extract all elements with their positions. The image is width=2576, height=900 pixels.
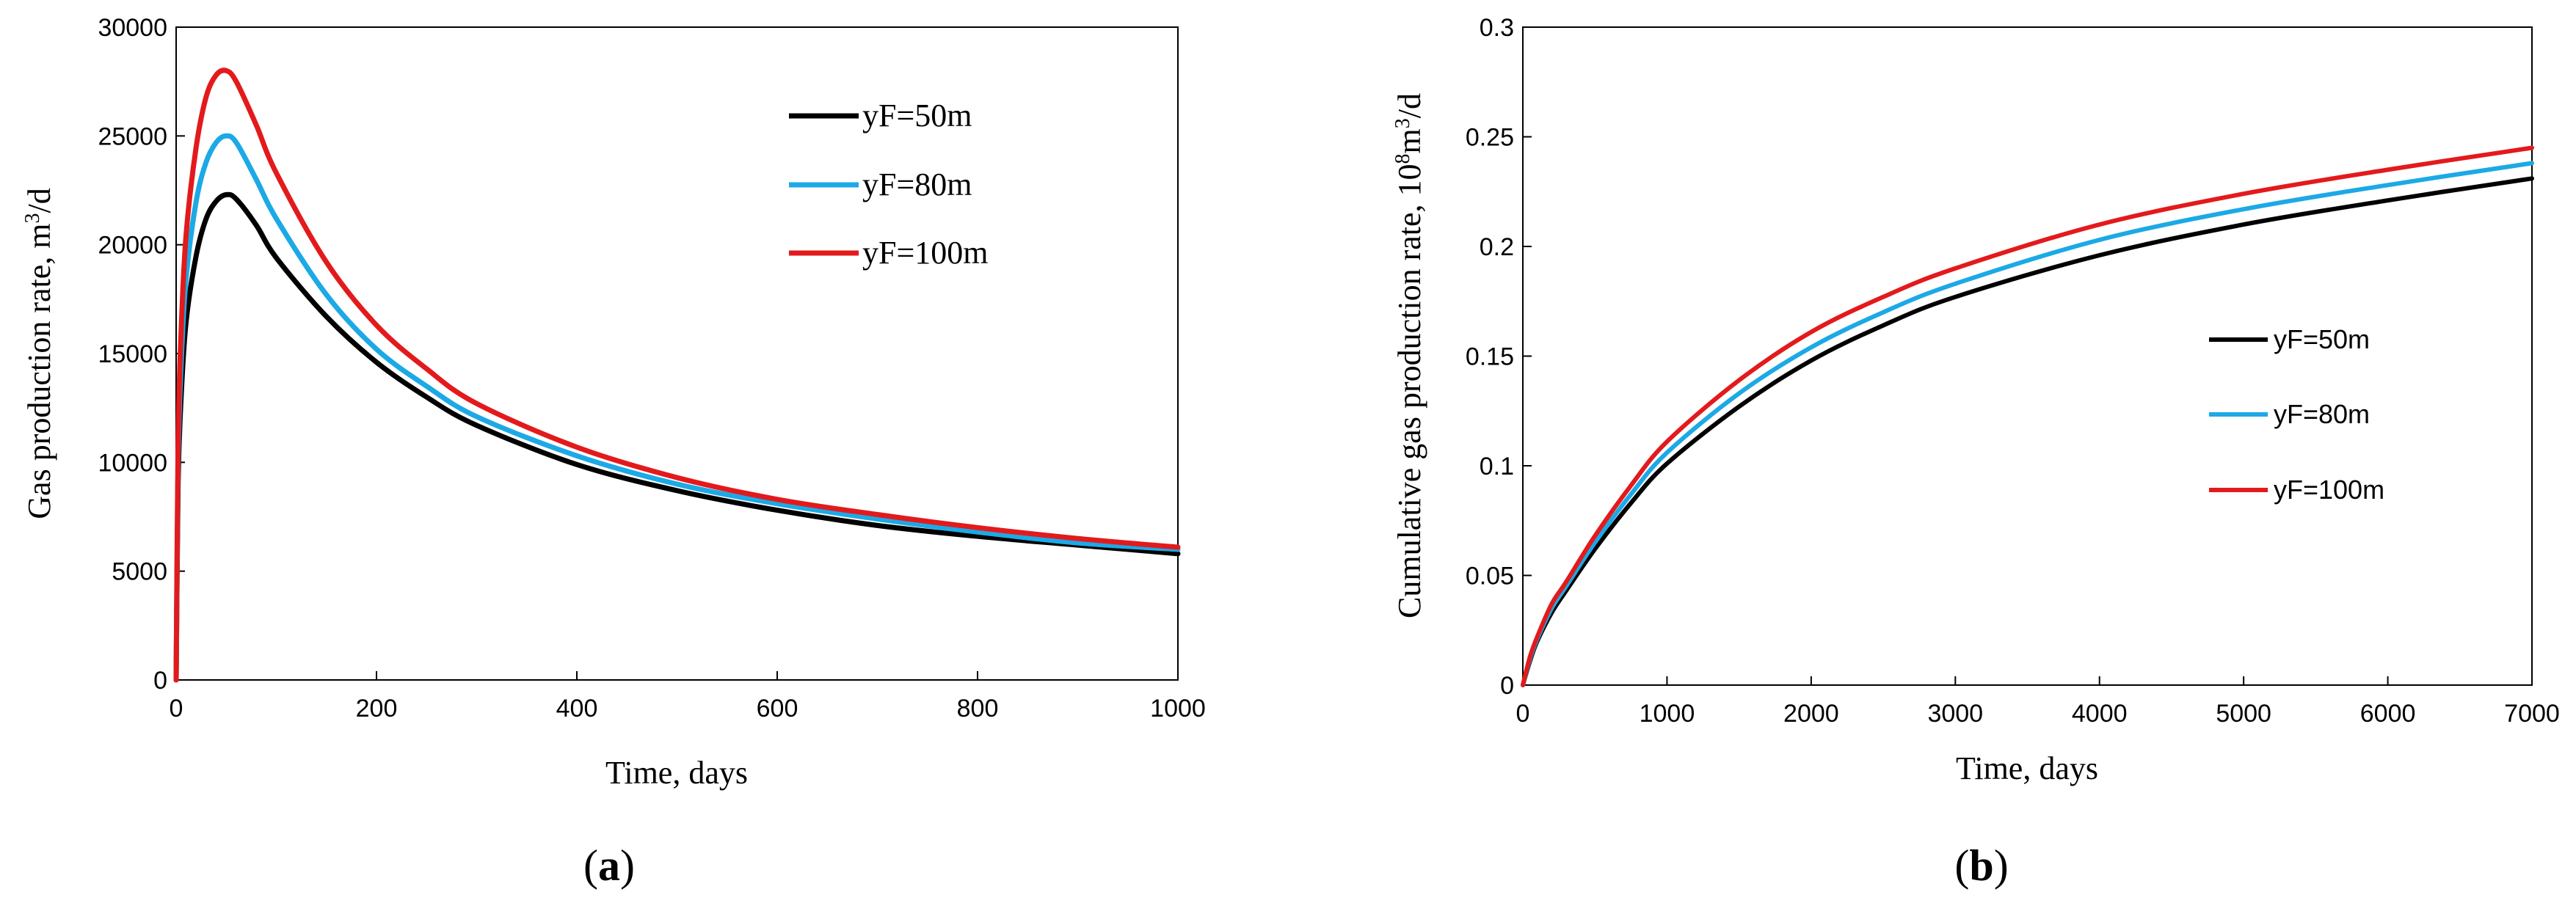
panel-b-series-line-yf100m [1521, 145, 2534, 687]
panel-a-y-tick-label: 20000 [98, 232, 167, 260]
panel-b-x-tick-label: 7000 [2504, 700, 2560, 728]
panel-a-y-tick-label: 5000 [112, 558, 167, 586]
legend-a-label-yf100: yF=100m [862, 235, 989, 271]
panel-a-x-tick-label: 800 [957, 695, 999, 722]
panel-b-y-tick-label: 0.15 [1466, 343, 1514, 371]
panel-b-x-tick-label: 3000 [1927, 700, 1983, 728]
panel-b-y-tick-label: 0 [1500, 672, 1514, 700]
panel-b-x-tick-label: 2000 [1783, 700, 1839, 728]
panel-a-x-axis-label: Time, days [605, 755, 748, 791]
panel-b-y-axis-label: Cumulative gas production rate, 108m3/d [1391, 93, 1428, 618]
panel-b-series-line-yf50m [1521, 176, 2534, 687]
panel-a-y-tick-label: 30000 [98, 14, 167, 42]
panel-a-y-tick-label: 0 [153, 667, 167, 695]
panel-b-y-tick-label: 0.05 [1466, 563, 1514, 590]
panel-a-caption: (a) [583, 841, 635, 890]
legend-a-label-yf50: yF=50m [862, 98, 972, 133]
panel-b-x-tick-label: 1000 [1640, 700, 1695, 728]
panel-a-y-tick-label: 10000 [98, 449, 167, 477]
panel-a-series-line-yf80m [173, 133, 1181, 683]
panel-a-x-tick-label: 200 [356, 695, 398, 722]
panel-b-x-axis-label: Time, days [1956, 750, 2098, 786]
legend-b-label-yf50: yF=50m [2274, 324, 2370, 354]
panel-a-series-line-yf100m [173, 67, 1181, 683]
legend-b-label-yf80: yF=80m [2274, 399, 2370, 429]
panel-a-series-line-yf50m [173, 191, 1181, 683]
panel-a-x-tick-label: 400 [556, 695, 598, 722]
panel-a-chart: 0 200 400 600 800 1000 0 5000 10000 15000 20000 25… [21, 14, 1206, 890]
panel-b-legend: yF=50m yF=80m yF=100m [2209, 324, 2384, 505]
panel-b-y-tick-label: 0.25 [1466, 124, 1514, 152]
panel-b-x-tick-label: 4000 [2072, 700, 2128, 728]
panel-a-x-tick-label: 1000 [1150, 695, 1206, 722]
panel-a-legend: yF=50m yF=80m yF=100m [789, 98, 989, 271]
panel-a-y-tick-label: 25000 [98, 122, 167, 150]
panel-b-caption: (b) [1954, 841, 2008, 890]
panel-b-x-tick-label: 6000 [2360, 700, 2416, 728]
panel-b-chart: 0 1000 2000 3000 4000 5000 6000 7000 0 0.05 0.1 0.… [1391, 14, 2560, 890]
panel-b-y-tick-label: 0.2 [1480, 233, 1514, 261]
legend-a-label-yf80: yF=80m [862, 167, 972, 202]
panel-a-x-tick-label: 600 [757, 695, 798, 722]
panel-b-x-tick-label: 5000 [2216, 700, 2271, 728]
panel-b-x-tick-label: 0 [1516, 700, 1530, 728]
panel-a-x-tick-label: 0 [170, 695, 183, 722]
panel-b-series-line-yf80m [1521, 161, 2534, 687]
panel-b-y-tick-label: 0.3 [1480, 14, 1514, 42]
legend-b-label-yf100: yF=100m [2274, 475, 2384, 505]
panel-a-y-tick-label: 15000 [98, 340, 167, 368]
panel-a-plot-frame [175, 26, 1179, 681]
panel-a-y-axis-label: Gas production rate, m3/d [21, 188, 58, 519]
panel-b-plot-frame [1522, 26, 2533, 686]
panel-b-y-tick-label: 0.1 [1480, 453, 1514, 480]
